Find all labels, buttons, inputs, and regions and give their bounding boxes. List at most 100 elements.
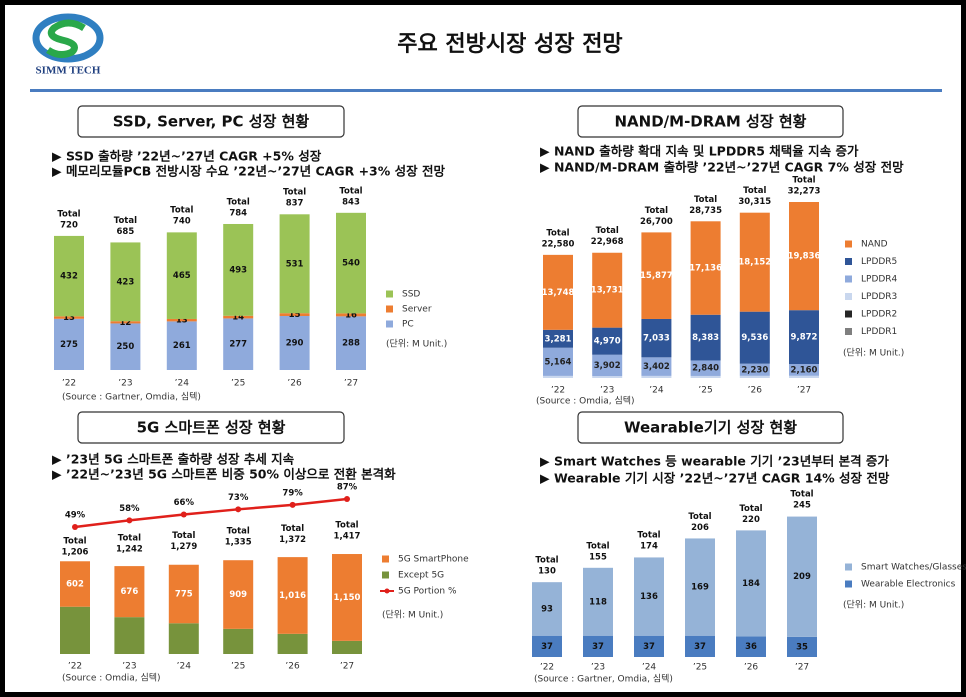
bar-segment xyxy=(641,232,672,319)
bullet: ▶ NAND 출하량 확대 지속 및 LPDDR5 채택율 지속 증가 xyxy=(540,144,859,159)
bar-segment xyxy=(168,623,199,654)
bar-segment xyxy=(54,235,84,317)
bar-segment xyxy=(110,323,141,370)
bar-segment xyxy=(166,321,197,370)
total-value: 720 xyxy=(60,220,78,230)
total-value: 22,968 xyxy=(591,237,624,247)
bar-segment xyxy=(634,557,664,636)
data-label: 250 xyxy=(117,342,135,352)
logo-s xyxy=(46,19,86,59)
data-label: 13,731 xyxy=(591,286,624,296)
x-tick-label: ’27 xyxy=(797,386,811,396)
x-tick-label: ’27 xyxy=(344,379,358,389)
section-title-box xyxy=(77,105,345,138)
bar-segment xyxy=(110,321,141,324)
bullet: ▶ Wearable 기기 시장 ’22년~’27년 CAGR 14% 성장 전… xyxy=(540,471,890,486)
data-label: 2,840 xyxy=(692,364,719,374)
section-title: NAND/M-DRAM 성장 현황 xyxy=(615,113,807,131)
total-caption: Total xyxy=(645,206,668,216)
section-title-box xyxy=(77,411,345,444)
x-tick-label: ’25 xyxy=(231,662,245,672)
data-label: 432 xyxy=(60,272,78,282)
bullet: ▶ Smart Watches 등 wearable 기기 ’23년부터 본격 … xyxy=(540,454,889,469)
bar-segment xyxy=(592,252,623,328)
bar-segment xyxy=(223,315,254,319)
total-value: 130 xyxy=(538,567,556,577)
bar-segment xyxy=(690,221,721,315)
bar-segment xyxy=(685,635,715,657)
legend-swatch xyxy=(845,580,852,588)
bar-segment xyxy=(279,214,310,314)
data-label: 12 xyxy=(119,318,131,328)
data-label: 16 xyxy=(345,310,357,320)
data-label: 36 xyxy=(745,642,757,652)
x-tick-label: ’23 xyxy=(122,662,136,672)
bar-segment xyxy=(641,375,672,378)
bar-segment xyxy=(223,628,254,654)
total-caption: Total xyxy=(170,206,193,216)
bar-segment xyxy=(532,635,562,657)
data-label: 3,281 xyxy=(545,334,572,344)
source-note: (Source : Omdia, 심텍) xyxy=(62,673,161,684)
bar-segment xyxy=(543,329,573,348)
bar-segment xyxy=(739,311,770,364)
bullet: ▶ 메모리모듈PCB 전방시장 수요 ’22년~’27년 CAGR +3% 성장… xyxy=(52,164,445,179)
data-label: 261 xyxy=(173,341,191,351)
total-value: 1,206 xyxy=(62,547,89,557)
legend-swatch xyxy=(382,571,389,579)
section-title: SSD, Server, PC 성장 현황 xyxy=(113,113,310,131)
data-label: 18,152 xyxy=(738,258,771,268)
unit-note: (단위: M Unit.) xyxy=(843,348,904,359)
total-caption: Total xyxy=(743,186,766,196)
total-value: 1,417 xyxy=(334,532,361,542)
legend-swatch xyxy=(845,328,852,335)
data-label: 465 xyxy=(173,271,191,281)
bar-segment xyxy=(789,202,819,311)
data-label: 13 xyxy=(176,316,188,326)
data-label: 66% xyxy=(174,498,195,508)
data-label: 9,536 xyxy=(741,333,768,343)
bar-segment xyxy=(739,375,770,378)
legend-label: 5G SmartPhone xyxy=(398,555,469,565)
data-label: 9,872 xyxy=(791,333,818,343)
bar-segment xyxy=(336,313,366,317)
data-label: 676 xyxy=(121,587,139,597)
source-note: (Source : Gartner, Omdia, 심텍) xyxy=(534,674,673,685)
total-value: 26,700 xyxy=(640,217,673,227)
total-value: 1,242 xyxy=(116,545,143,555)
legend-swatch xyxy=(845,310,852,318)
data-label: 540 xyxy=(342,259,360,269)
legend-swatch xyxy=(845,240,852,248)
bar-segment xyxy=(787,516,817,637)
legend-swatch xyxy=(845,293,852,300)
legend-swatch xyxy=(386,290,393,298)
bar-segment xyxy=(332,640,362,654)
bullet: ▶ ’23년 5G 스마트폰 출하량 성장 추세 지속 xyxy=(52,452,295,467)
legend-label: SSD xyxy=(402,290,420,300)
bar-segment xyxy=(277,633,308,654)
legend-label: Smart Watches/Glasses xyxy=(861,563,966,573)
logo: SIMM TECH xyxy=(32,13,104,77)
bar-segment xyxy=(685,538,715,636)
data-label: 136 xyxy=(640,592,658,602)
total-caption: Total xyxy=(118,534,141,544)
bar-segment xyxy=(54,318,84,370)
data-label: 493 xyxy=(229,265,247,275)
legend-label: Except 5G xyxy=(398,571,444,581)
data-label: 37 xyxy=(541,642,553,652)
data-label: 423 xyxy=(117,277,135,287)
legend-swatch xyxy=(845,258,852,265)
data-label: 290 xyxy=(286,338,304,348)
bullet: ▶ ’22년~’23년 5G 스마트폰 비중 50% 이상으로 전환 본격화 xyxy=(52,467,396,482)
bar-segment xyxy=(223,318,254,370)
data-label: 275 xyxy=(60,340,78,350)
bar-segment xyxy=(277,557,308,634)
data-label: 19,836 xyxy=(788,252,821,262)
total-value: 837 xyxy=(286,199,304,209)
bar-segment xyxy=(583,567,613,636)
bar-segment xyxy=(789,375,819,378)
x-tick-label: ’22 xyxy=(540,663,554,673)
x-tick-label: ’26 xyxy=(748,386,763,396)
legend-swatch xyxy=(845,563,852,571)
x-tick-label: ’25 xyxy=(231,379,245,389)
